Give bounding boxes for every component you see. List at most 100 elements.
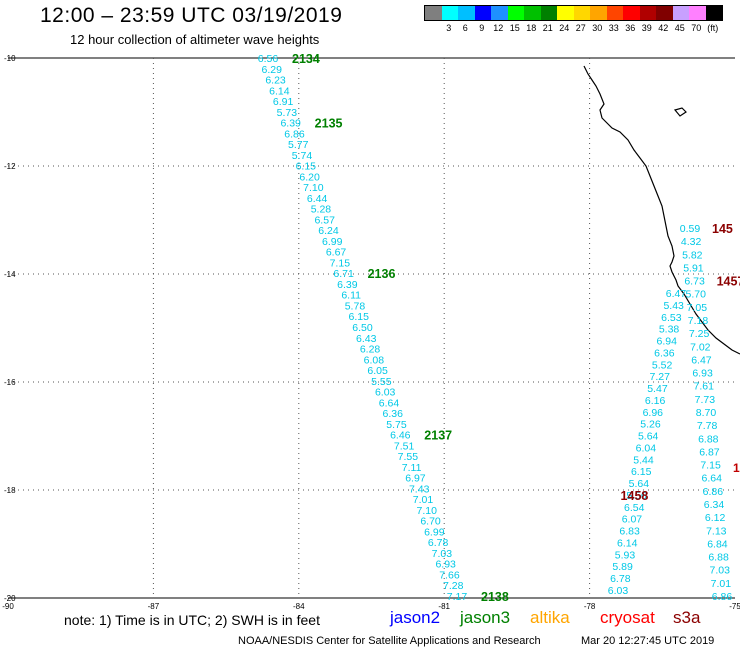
lon-label: -87 — [148, 602, 160, 611]
swh-value: 6.47 — [666, 288, 687, 300]
lon-label: -84 — [293, 602, 305, 611]
swh-value: 7.03 — [432, 548, 453, 560]
swh-value: 5.44 — [633, 454, 654, 466]
lon-label: -78 — [584, 602, 596, 611]
swh-value: 4.32 — [681, 236, 702, 248]
swh-value: 5.38 — [659, 324, 680, 336]
altimeter-tracks: 6.566.296.236.146.915.736.396.865.775.74… — [258, 52, 740, 604]
swh-value: 5.55 — [371, 376, 392, 388]
legend-label: 27 — [575, 23, 586, 33]
pass-time-label: 1457 — [717, 275, 740, 289]
swh-value: 7.66 — [439, 569, 460, 581]
sat-jason2: jason2 — [390, 608, 441, 627]
pass-time-label: 2134 — [292, 52, 320, 66]
legend-swatch — [639, 6, 656, 20]
swh-value: 6.87 — [699, 446, 720, 458]
swh-value: 6.64 — [379, 397, 400, 409]
pass-time-label: 145 — [712, 222, 733, 236]
swh-value: 7.15 — [330, 257, 351, 269]
swh-value: 6.86 — [712, 591, 733, 603]
map-grid — [8, 57, 735, 599]
swh-value: 7.78 — [697, 420, 718, 432]
swh-value: 5.47 — [647, 383, 668, 395]
swh-value: 6.94 — [657, 336, 678, 348]
lon-label: -75 — [729, 602, 740, 611]
legend-label: 30 — [592, 23, 603, 33]
sat-cryosat: cryosat — [600, 608, 655, 627]
swh-value: 6.78 — [610, 573, 631, 585]
swh-value: 7.18 — [688, 315, 709, 327]
swh-value: 7.03 — [709, 565, 730, 577]
sat-s3a: s3a — [673, 608, 701, 627]
swh-value: 7.10 — [417, 505, 438, 517]
swh-value: 6.86 — [703, 486, 724, 498]
coastline — [583, 65, 740, 355]
lon-label: -90 — [2, 602, 14, 611]
island — [673, 107, 687, 117]
pass-time-label: 1458 — [621, 489, 649, 503]
swh-value: 6.93 — [692, 368, 713, 380]
swh-value: 6.67 — [326, 247, 347, 259]
swh-value: 6.70 — [420, 516, 441, 528]
legend-label: 21 — [542, 23, 553, 33]
legend-label: 42 — [658, 23, 669, 33]
swh-value: 6.43 — [356, 333, 377, 345]
pass-time-label: 2137 — [424, 429, 452, 443]
legend-swatch — [705, 6, 722, 20]
sat-jason3: jason3 — [460, 608, 511, 627]
swh-value: 7.61 — [693, 381, 714, 393]
swh-value: 5.64 — [629, 478, 650, 490]
legend-swatch — [491, 6, 508, 20]
swh-value: 6.91 — [273, 96, 294, 108]
swh-value: 8.70 — [696, 407, 717, 419]
lat-label: -18 — [4, 486, 16, 495]
swh-value: 5.74 — [292, 150, 313, 162]
swh-value: 5.70 — [685, 289, 706, 301]
legend-swatch — [573, 6, 590, 20]
legend-swatch — [557, 6, 574, 20]
swh-value: 7.11 — [402, 462, 422, 474]
legend-swatch — [441, 6, 458, 20]
legend-color-bar — [424, 5, 723, 21]
swh-value: 7.05 — [687, 302, 708, 314]
swh-value: 6.71 — [333, 268, 354, 280]
swh-value: 6.05 — [367, 365, 388, 377]
swh-value: 5.75 — [386, 419, 407, 431]
swh-value: 7.01 — [413, 494, 434, 506]
swh-value: 5.64 — [638, 431, 659, 443]
swh-value: 6.04 — [636, 442, 657, 454]
swh-value: 6.28 — [360, 344, 381, 356]
generated-timestamp: Mar 20 12:27:45 UTC 2019 — [581, 635, 715, 647]
edge-time-mark: 1 — [733, 461, 740, 475]
legend-label: 24 — [559, 23, 570, 33]
legend-label: 39 — [641, 23, 652, 33]
swh-value: 6.15 — [631, 466, 652, 478]
swh-value: 6.64 — [701, 473, 722, 485]
swh-value: 6.53 — [661, 312, 682, 324]
sat-altika: altika — [530, 608, 570, 627]
swh-value: 6.46 — [390, 430, 411, 442]
swh-value: 6.36 — [383, 408, 404, 420]
swh-value: 5.91 — [683, 262, 704, 274]
swh-value: 6.99 — [424, 526, 445, 538]
legend-label: 12 — [493, 23, 504, 33]
swh-value: 6.88 — [708, 552, 729, 564]
swh-value: 7.73 — [695, 394, 716, 406]
swh-value: 6.84 — [707, 538, 728, 550]
swh-value: 5.28 — [311, 204, 332, 216]
page-title: 12:00 – 23:59 UTC 03/19/2019 — [40, 4, 343, 27]
legend-label: 70 — [691, 23, 702, 33]
legend-label: 33 — [608, 23, 619, 33]
swh-value: 6.07 — [622, 514, 643, 526]
swh-value: 6.12 — [705, 512, 726, 524]
legend-swatch — [458, 6, 475, 20]
swh-value: 6.29 — [262, 64, 283, 76]
swh-value: 7.25 — [689, 328, 710, 340]
legend-label: 36 — [625, 23, 636, 33]
swh-value: 6.47 — [691, 354, 712, 366]
pass-time-label: 2135 — [315, 117, 343, 131]
swh-value: 7.27 — [650, 371, 671, 383]
lat-label: -12 — [4, 162, 16, 171]
swh-value: 6.39 — [280, 118, 301, 130]
